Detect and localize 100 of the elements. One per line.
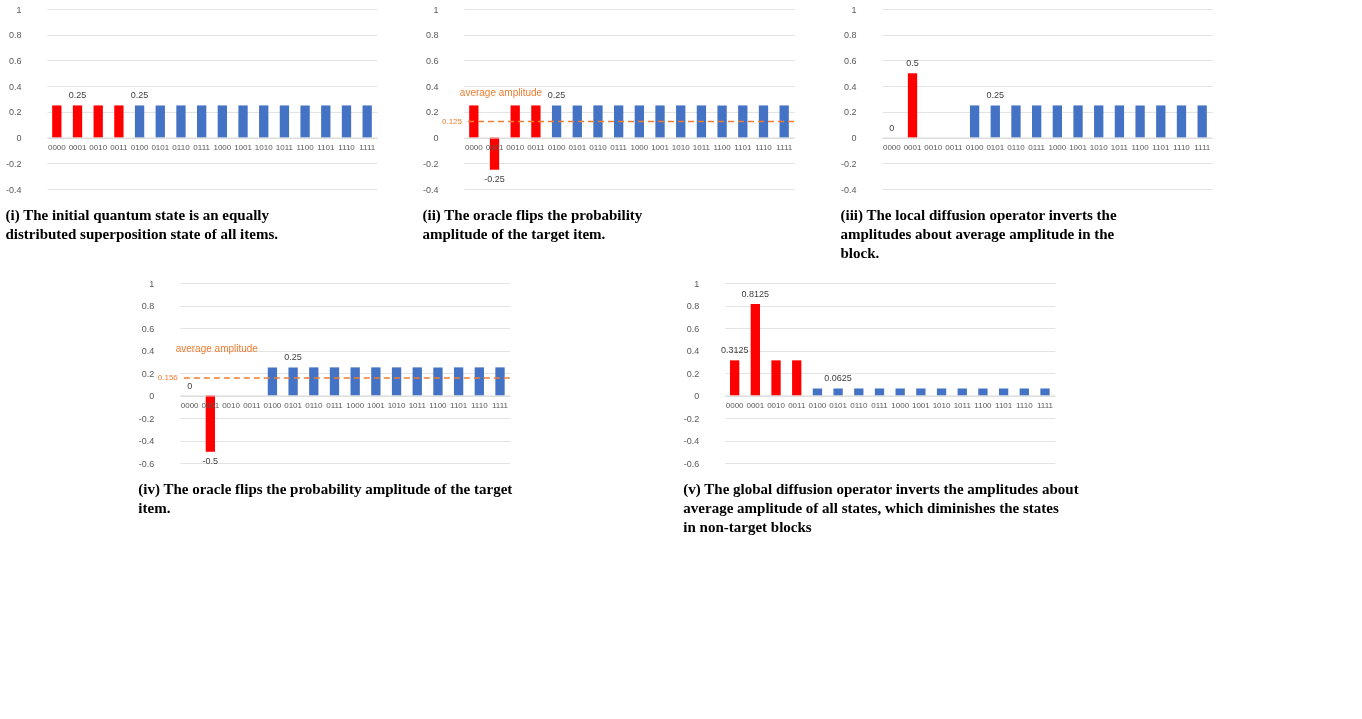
x-tick-label: 1110	[1173, 143, 1191, 153]
y-tick-label: 0.4	[686, 346, 700, 356]
x-tick-label: 1110	[338, 143, 356, 153]
x-tick-label: 0100	[808, 401, 827, 410]
bar	[895, 388, 905, 396]
x-tick-label: 0101	[986, 143, 1005, 153]
x-tick-label: 1000	[630, 143, 649, 153]
data-label: -0.25	[484, 173, 505, 184]
x-tick-label: 0010	[506, 143, 525, 153]
x-tick-label: 1111	[491, 401, 509, 410]
y-tick-label: -0.6	[138, 458, 155, 469]
x-tick-label: 1110	[755, 143, 773, 153]
x-tick-label: 1111	[359, 143, 376, 153]
y-tick-label: -0.2	[683, 413, 700, 424]
x-tick-label: 0000	[47, 143, 67, 153]
y-tick-label: 1	[851, 4, 857, 15]
x-tick-label: 1101	[1152, 143, 1170, 153]
y-tick-label: 0	[433, 133, 439, 144]
y-tick-label: 0.6	[843, 55, 857, 66]
x-tick-label: 0010	[924, 143, 943, 153]
x-tick-label: 0100	[547, 143, 567, 153]
bar	[1040, 388, 1050, 396]
y-tick-label: -0.2	[422, 158, 439, 169]
bar	[916, 388, 926, 396]
bar	[998, 388, 1009, 396]
data-label: 0.25	[986, 90, 1005, 101]
x-tick-label: 1011	[692, 143, 711, 153]
x-tick-label: 1010	[1089, 143, 1109, 153]
x-tick-label: 0010	[222, 401, 241, 410]
y-tick-label: 0.4	[425, 81, 439, 92]
x-tick-label: 0010	[767, 401, 786, 410]
bar	[833, 388, 843, 396]
annotation: average amplitude	[459, 86, 543, 98]
y-tick-label: -0.4	[5, 184, 22, 195]
y-tick-label: 0.8	[843, 30, 857, 41]
x-tick-label: 1000	[346, 401, 365, 410]
x-tick-label: 1100	[296, 143, 315, 153]
bar	[978, 388, 988, 396]
text: (i) The initial quantum state is an equally distributed superposition state of all items.	[5, 207, 279, 242]
ref-line-label: 0.156	[157, 372, 179, 382]
data-label: 0.25	[130, 90, 149, 101]
y-tick-label: 0	[694, 391, 700, 401]
x-tick-label: 1011	[408, 401, 427, 410]
x-tick-label: 1001	[651, 143, 670, 153]
x-tick-label: 1010	[671, 143, 691, 153]
x-tick-label: 0111	[1028, 143, 1046, 153]
y-tick-label: 0.2	[8, 107, 22, 118]
x-tick-label: 1111	[1036, 401, 1054, 410]
ref-line-label: 0.125	[441, 116, 463, 126]
y-tick-label: -0.4	[683, 436, 700, 446]
bar	[812, 388, 823, 396]
bar	[792, 360, 802, 396]
x-tick-label: 0111	[193, 143, 211, 153]
y-tick-label: 0.4	[141, 346, 155, 356]
x-tick-label: 1010	[254, 143, 274, 153]
bar	[957, 388, 967, 396]
x-tick-label: 0111	[610, 143, 628, 153]
x-tick-label: 0000	[180, 401, 200, 410]
x-tick-label: 0001	[746, 401, 765, 410]
data-label: 0	[889, 122, 895, 133]
text: (ii) The oracle flips the probability amplitude of the target item.	[422, 207, 643, 242]
x-tick-label: 0110	[850, 401, 868, 410]
text: (iii) The local diffusion operator inverts the amplitudes about average amplitude in the block.	[840, 207, 1117, 261]
x-tick-label: 0011	[788, 401, 806, 410]
y-tick-label: 0.4	[8, 81, 22, 92]
x-tick-label: 1101	[450, 401, 468, 410]
x-tick-label: 1000	[891, 401, 910, 410]
x-tick-label: 1101	[317, 143, 335, 153]
data-label: 0.0625	[824, 373, 852, 384]
x-tick-label: 0011	[243, 401, 261, 410]
x-tick-label: 0010	[89, 143, 108, 153]
x-tick-label: 0000	[725, 401, 745, 410]
x-tick-label: 0100	[130, 143, 150, 153]
x-tick-label: 0100	[965, 143, 985, 153]
data-label: 0.25	[547, 90, 566, 101]
y-tick-label: 1	[16, 4, 22, 15]
y-tick-label: 0.8	[141, 301, 155, 311]
y-tick-label: -0.4	[138, 436, 155, 446]
y-tick-label: -0.2	[138, 413, 155, 424]
x-tick-label: 1110	[471, 401, 489, 410]
x-tick-label: 1001	[1069, 143, 1088, 153]
y-tick-label: 0.8	[425, 30, 439, 41]
x-tick-label: 0011	[110, 143, 129, 153]
x-tick-label: 0111	[871, 401, 889, 410]
x-tick-label: 1111	[1194, 143, 1211, 153]
bar	[874, 388, 885, 396]
text: (iv) The oracle flips the probability amplitude of the target item.	[138, 481, 513, 516]
y-tick-label: 0	[16, 133, 22, 144]
y-tick-label: 0.8	[686, 301, 700, 311]
x-tick-label: 1010	[387, 401, 406, 410]
data-label: -0.5	[202, 455, 219, 466]
y-tick-label: 0.2	[141, 368, 155, 379]
x-tick-label: 0100	[263, 401, 282, 410]
x-tick-label: 1010	[932, 401, 951, 410]
data-label: 0.25	[68, 90, 87, 101]
x-tick-label: 1000	[213, 143, 232, 153]
x-tick-label: 1001	[911, 401, 931, 410]
data-label: 0	[187, 380, 193, 391]
y-tick-label: 0.8	[8, 30, 22, 41]
y-tick-label: 0.4	[843, 81, 857, 92]
